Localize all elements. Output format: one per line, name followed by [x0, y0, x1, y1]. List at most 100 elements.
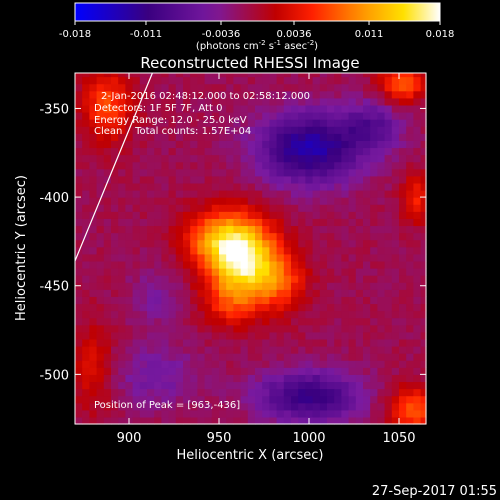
heatmap-cell — [247, 331, 256, 340]
heatmap-cell — [175, 182, 184, 191]
heatmap-cell — [255, 296, 263, 305]
heatmap-cell — [96, 282, 105, 290]
heatmap-cell — [298, 289, 306, 297]
heatmap-cell — [312, 168, 321, 177]
heatmap-cell — [233, 197, 242, 205]
heatmap-cell — [168, 260, 177, 269]
heatmap-cell — [291, 119, 299, 127]
heatmap-cell — [240, 83, 249, 92]
heatmap-cell — [154, 168, 162, 177]
heatmap-cell — [96, 374, 105, 383]
heatmap-cell — [420, 182, 427, 191]
heatmap-cell — [420, 317, 427, 326]
heatmap-cell — [406, 119, 414, 127]
heatmap-cell — [255, 409, 263, 418]
heatmap-cell — [262, 73, 270, 78]
heatmap-cell — [132, 338, 141, 347]
heatmap-cell — [341, 168, 350, 177]
heatmap-cell — [132, 282, 141, 290]
heatmap-cell — [139, 253, 148, 262]
heatmap-cell — [154, 282, 162, 290]
heatmap-cell — [355, 204, 364, 212]
heatmap-cell — [175, 275, 184, 283]
heatmap-cell — [370, 381, 378, 390]
heatmap-cell — [341, 346, 350, 354]
heatmap-cell — [161, 190, 170, 198]
heatmap-cell — [413, 218, 422, 227]
heatmap-cell — [139, 168, 148, 177]
heatmap-cell — [348, 239, 357, 248]
heatmap-cell — [276, 381, 285, 390]
heatmap-cell — [413, 126, 422, 134]
heatmap-cell — [132, 119, 141, 127]
heatmap-cell — [334, 381, 342, 390]
heatmap-cell — [211, 126, 220, 134]
heatmap-cell — [139, 289, 148, 297]
heatmap-cell — [89, 119, 98, 127]
heatmap-cell — [413, 374, 422, 383]
heatmap-cell — [125, 175, 134, 184]
heatmap-cell — [327, 324, 335, 333]
heatmap-cell — [391, 204, 400, 212]
heatmap-cell — [111, 409, 119, 418]
heatmap-cell — [197, 260, 206, 269]
heatmap-cell — [82, 303, 90, 312]
heatmap-cell — [406, 190, 414, 198]
chart-title: Reconstructed RHESSI Image — [140, 54, 359, 72]
heatmap-cell — [82, 126, 90, 134]
heatmap-cell — [190, 133, 198, 141]
heatmap-cell — [384, 168, 393, 177]
heatmap-cell — [291, 246, 299, 255]
heatmap-cell — [305, 97, 314, 106]
heatmap-cell — [96, 402, 105, 411]
heatmap-cell — [363, 338, 371, 347]
heatmap-cell — [82, 239, 90, 248]
heatmap-cell — [204, 225, 213, 234]
heatmap-cell — [226, 190, 234, 198]
heatmap-cell — [96, 90, 105, 99]
heatmap-cell — [103, 90, 112, 99]
heatmap-cell — [75, 211, 83, 219]
heatmap-cell — [219, 310, 227, 319]
heatmap-cell — [125, 211, 134, 219]
heatmap-cell — [75, 409, 83, 418]
heatmap-cell — [355, 97, 364, 106]
heatmap-cell — [197, 90, 206, 99]
heatmap-cell — [291, 218, 299, 227]
heatmap-cell — [391, 253, 400, 262]
heatmap-cell — [312, 239, 321, 248]
heatmap-cell — [197, 324, 206, 333]
heatmap-cell — [139, 218, 148, 227]
heatmap-cell — [75, 303, 83, 312]
heatmap-cell — [312, 154, 321, 163]
heatmap-cell — [377, 168, 386, 177]
heatmap-cell — [399, 154, 407, 163]
heatmap-cell — [312, 374, 321, 383]
heatmap-cell — [233, 182, 242, 191]
heatmap-cell — [132, 331, 141, 340]
heatmap-cell — [132, 197, 141, 205]
heatmap-cell — [125, 268, 134, 276]
heatmap-cell — [197, 232, 206, 241]
heatmap-cell — [391, 73, 400, 78]
heatmap-cell — [384, 374, 393, 383]
heatmap-cell — [139, 381, 148, 390]
heatmap-cell — [341, 175, 350, 184]
heatmap-cell — [276, 374, 285, 383]
heatmap-cell — [276, 112, 285, 120]
heatmap-cell — [370, 140, 378, 149]
heatmap-cell — [226, 73, 234, 78]
heatmap-cell — [82, 367, 90, 375]
heatmap-cell — [161, 409, 170, 418]
heatmap-cell — [384, 402, 393, 411]
x-tick-label: 950 — [207, 431, 232, 446]
heatmap-cell — [75, 310, 83, 319]
heatmap-cell — [154, 303, 162, 312]
heatmap-cell — [391, 246, 400, 255]
heatmap-cell — [355, 104, 364, 113]
heatmap-cell — [319, 353, 328, 361]
heatmap-cell — [377, 275, 386, 283]
heatmap-cell — [183, 76, 191, 85]
heatmap-cell — [255, 303, 263, 312]
heatmap-cell — [175, 374, 184, 383]
